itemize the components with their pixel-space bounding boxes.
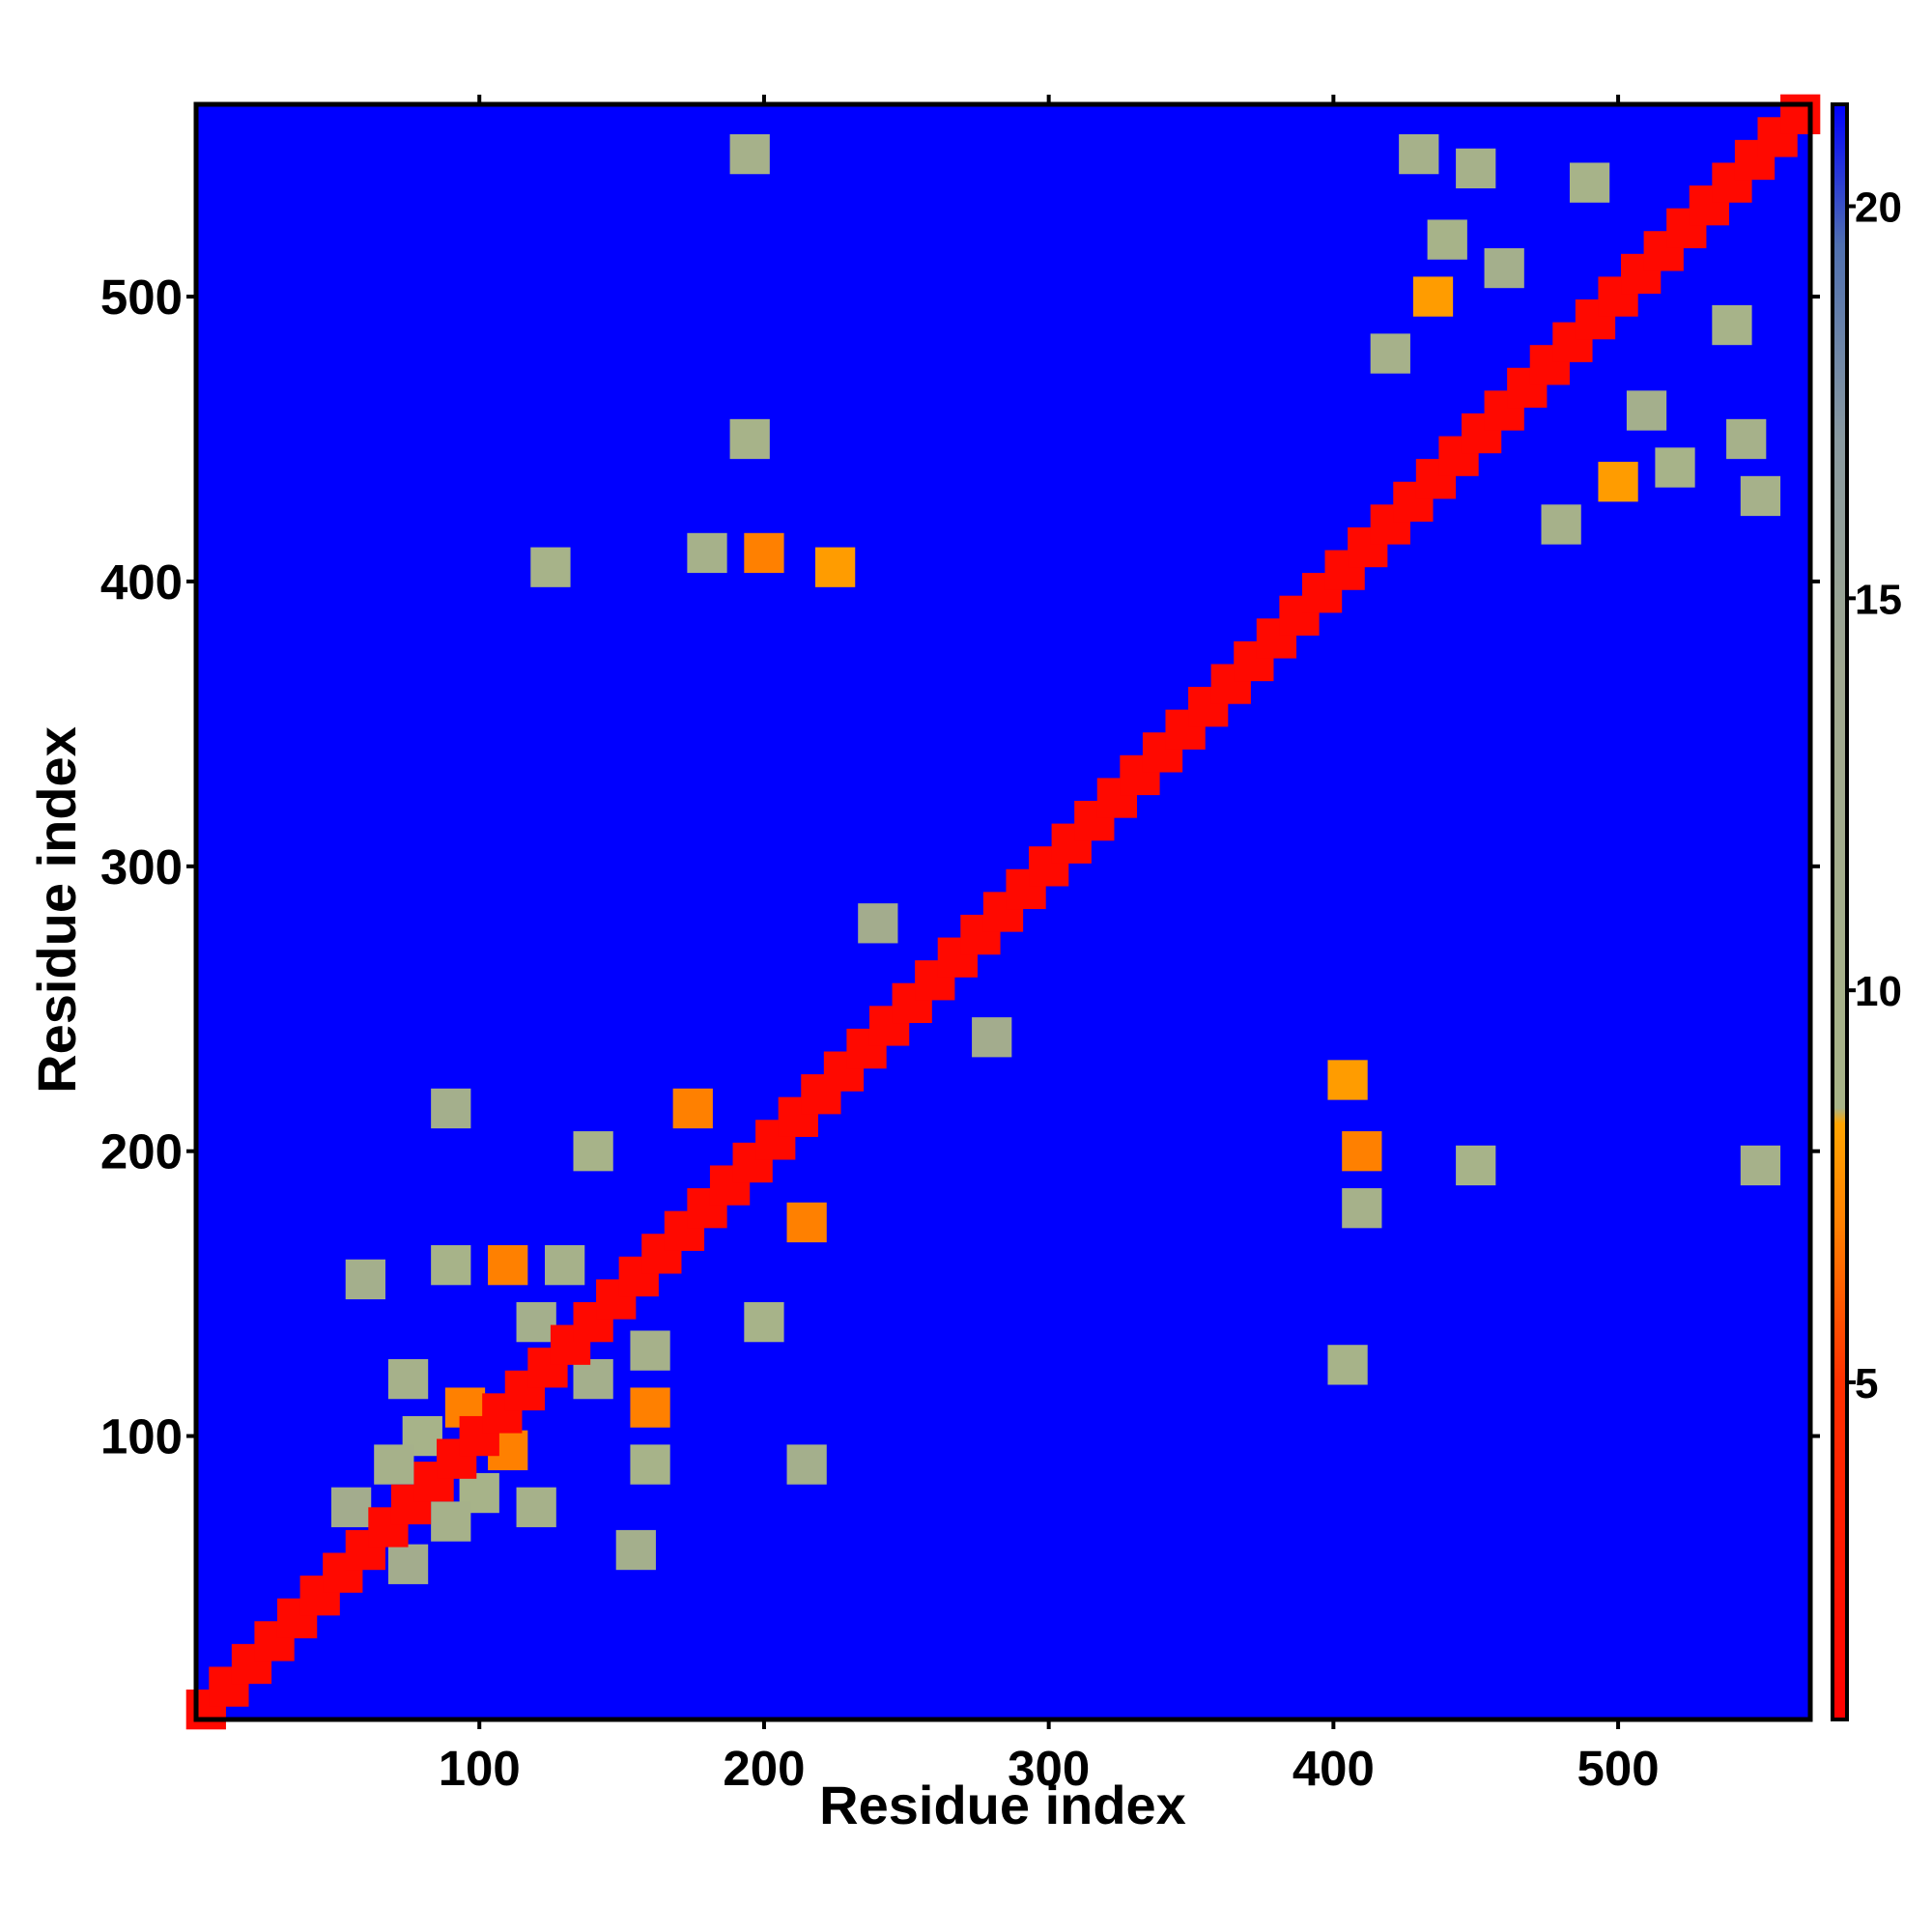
heatmap-cell xyxy=(1327,1345,1368,1385)
heatmap-cell xyxy=(1412,276,1454,317)
heatmap-cell xyxy=(1541,504,1581,545)
x-tick-label: 100 xyxy=(439,1741,521,1796)
colorbar-tick-label: 20 xyxy=(1855,185,1902,232)
heatmap-cell xyxy=(1427,219,1467,260)
heatmap-cell xyxy=(1399,133,1439,175)
heatmap-cell xyxy=(1484,247,1524,289)
heatmap-cell xyxy=(744,532,784,574)
heatmap-cell xyxy=(1655,447,1695,488)
heatmap-cell xyxy=(1456,1145,1496,1186)
heatmap-cell xyxy=(630,1387,670,1428)
heatmap-cell xyxy=(1456,148,1496,188)
heatmap-cell xyxy=(374,1444,414,1485)
y-axis-title: Residue index xyxy=(26,726,87,1094)
heatmap-cell xyxy=(387,1358,429,1400)
heatmap-cell xyxy=(1569,162,1610,203)
heatmap-cell xyxy=(1626,390,1667,431)
heatmap-cell xyxy=(516,1487,556,1527)
colorbar-tick-label: 10 xyxy=(1855,968,1902,1015)
heatmap-cell xyxy=(972,1017,1012,1058)
heatmap-cell xyxy=(858,903,898,944)
heatmap-cell xyxy=(786,1444,827,1485)
colorbar-tick-label: 5 xyxy=(1855,1360,1878,1407)
colorbar xyxy=(1831,102,1849,1721)
y-tick-label: 400 xyxy=(100,554,183,610)
heatmap-cell xyxy=(1726,418,1767,460)
heatmap-cell xyxy=(516,1301,556,1343)
heatmap-cell xyxy=(345,1259,385,1300)
x-tick-label: 400 xyxy=(1293,1741,1375,1796)
y-tick-label: 100 xyxy=(100,1409,183,1464)
heatmap-cell xyxy=(630,1444,670,1485)
heatmap-cell xyxy=(814,547,856,587)
heatmap-cell xyxy=(573,1131,613,1172)
heatmap-cell xyxy=(1780,94,1821,134)
heatmap-cell xyxy=(744,1301,784,1343)
colorbar-tick-label: 15 xyxy=(1855,576,1902,623)
heatmap-cell xyxy=(615,1529,656,1571)
heatmap-cell xyxy=(729,133,770,175)
heatmap-cell xyxy=(1342,1131,1382,1172)
heatmap-cell xyxy=(630,1330,670,1371)
heatmap-cell xyxy=(488,1245,528,1286)
y-tick-label: 300 xyxy=(100,839,183,895)
heatmap-cell xyxy=(672,1088,713,1129)
heatmap-cell xyxy=(687,532,727,574)
heatmap-cell xyxy=(1370,333,1410,374)
heatmap-cell xyxy=(431,1245,471,1286)
heatmap-cell xyxy=(1712,304,1752,346)
x-tick-label: 500 xyxy=(1577,1741,1660,1796)
heatmap-cell xyxy=(729,418,770,460)
y-tick-label: 500 xyxy=(100,270,183,325)
heatmap-cell xyxy=(1327,1060,1368,1100)
heatmap-cell xyxy=(387,1544,429,1584)
heatmap-cell xyxy=(545,1245,585,1286)
heatmap-cell xyxy=(530,547,571,587)
heatmap-cell xyxy=(1740,475,1781,517)
heatmap-cell xyxy=(431,1088,471,1129)
heatmap-cell xyxy=(1598,462,1638,502)
y-tick-label: 200 xyxy=(100,1124,183,1179)
x-axis-title: Residue index xyxy=(819,1775,1186,1835)
x-tick-label: 300 xyxy=(1008,1741,1090,1796)
heatmap-cell xyxy=(330,1487,372,1527)
plot-border xyxy=(193,101,1813,1722)
heatmap-cell xyxy=(1342,1188,1382,1229)
heatmap-cell xyxy=(431,1501,471,1542)
heatmap-cell xyxy=(786,1202,827,1243)
heatmap-cell xyxy=(1740,1145,1781,1186)
heatmap-cell xyxy=(573,1358,613,1400)
x-tick-label: 200 xyxy=(723,1741,805,1796)
